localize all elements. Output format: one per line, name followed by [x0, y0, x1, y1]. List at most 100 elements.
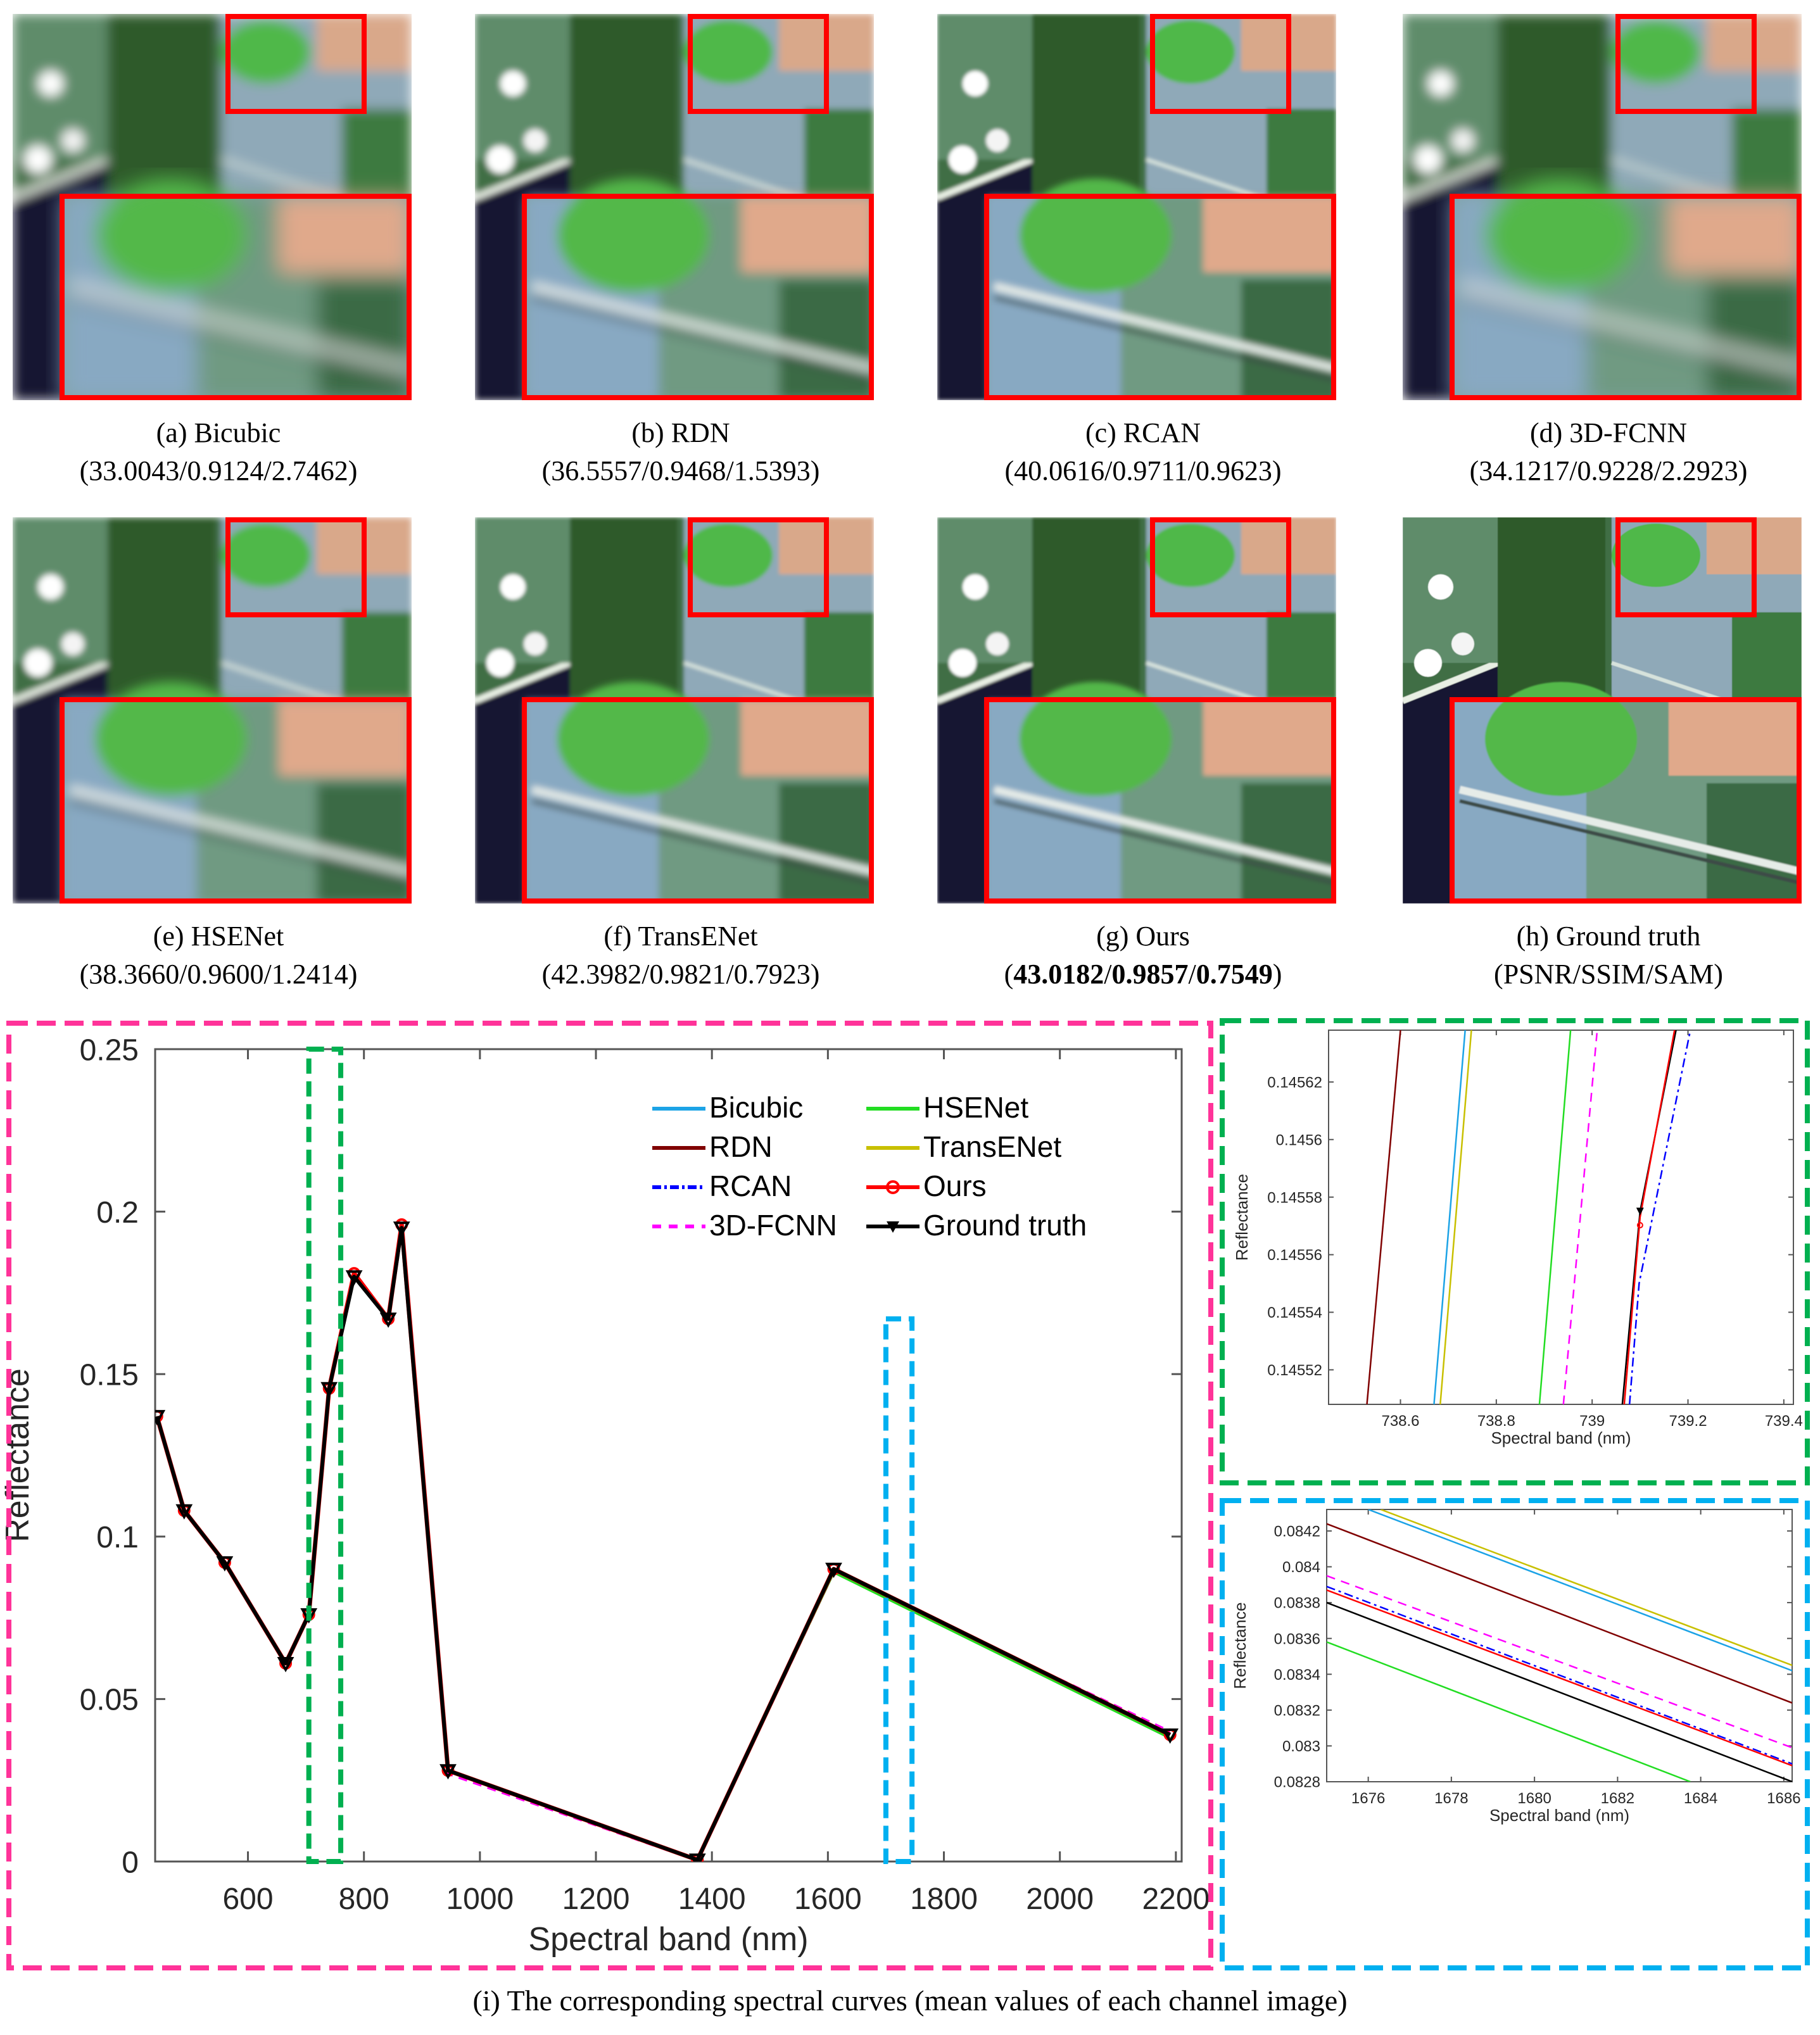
- y-tick-label: 0.083: [1282, 1738, 1320, 1755]
- x-axis-title: Spectral band (nm): [1491, 1428, 1631, 1447]
- inset-1-frame: [1220, 1018, 1810, 1485]
- marker-triangle: [345, 1270, 363, 1286]
- x-tick-label: 739: [1579, 1413, 1605, 1430]
- series-group: [1327, 1509, 1792, 1782]
- marker-triangle: [277, 1656, 294, 1673]
- plot-area: [1328, 1030, 1794, 1405]
- panel-caption-h: (h) Ground truth (PSNR/SSIM/SAM): [1403, 917, 1814, 993]
- satellite-image-a: [13, 14, 412, 400]
- series-transenet: [1439, 1030, 1472, 1404]
- y-tick-label: 0.1456: [1276, 1131, 1322, 1149]
- thumbnail-d: [1403, 14, 1802, 400]
- y-tick-label: 0.0836: [1274, 1630, 1320, 1648]
- frames: [6, 1018, 1810, 1970]
- y-tick-label: 0: [122, 1846, 139, 1879]
- series-rdn: [1327, 1523, 1792, 1704]
- y-tick-label: 0.14562: [1267, 1074, 1322, 1091]
- thumbnail-a: [13, 14, 412, 400]
- panel-caption-f: (f) TransENet (42.3982/0.9821/0.7923): [475, 917, 887, 993]
- y-tick-label: 0.14556: [1267, 1247, 1322, 1264]
- legend-marker-triangle: [887, 1221, 899, 1233]
- x-tick-label: 2000: [1026, 1882, 1094, 1916]
- series-bicubic: [1433, 1030, 1466, 1404]
- x-tick-label: 738.8: [1477, 1413, 1515, 1430]
- satellite-image-g: [937, 517, 1336, 904]
- thumbnail-g: [937, 517, 1336, 904]
- y-tick-label: 0.084: [1282, 1559, 1320, 1576]
- method-label: (e) HSENet: [153, 921, 284, 952]
- satellite-image-e: [13, 517, 412, 904]
- legend-label: HSENet: [923, 1091, 1028, 1124]
- x-tick-label: 600: [222, 1882, 273, 1916]
- y-axis-title: Reflectance: [1232, 1174, 1251, 1261]
- series-rcan: [1628, 1030, 1691, 1404]
- satellite-image-h: [1403, 517, 1802, 904]
- y-tick-label: 0.25: [80, 1033, 139, 1067]
- metrics-label: (43.0182/0.9857/0.7549): [1004, 959, 1282, 990]
- figure-caption: (i) The corresponding spectral curves (m…: [472, 1984, 1348, 2017]
- panel-caption-e: (e) HSENet (38.3660/0.9600/1.2414): [13, 917, 424, 993]
- series-hsenet: [1538, 1030, 1572, 1404]
- x-axis-title: Spectral band (nm): [528, 1921, 808, 1958]
- satellite-image-f: [475, 517, 874, 904]
- inset-chart-2: 1676 1678 1680 1682 1684 1686 0.0828 0.083 0.083…: [1230, 1509, 1801, 1825]
- y-tick-label: 0.0832: [1274, 1702, 1320, 1719]
- y-tick-label: 0.15: [80, 1358, 139, 1392]
- x-tick-label: 738.6: [1381, 1413, 1419, 1430]
- marker-triangle: [1636, 1207, 1644, 1216]
- method-label: (b) RDN: [631, 417, 730, 448]
- metrics-label: (33.0043/0.9124/2.7462): [79, 455, 358, 486]
- series-ours: [1327, 1589, 1792, 1767]
- highlight-box-1: [306, 1047, 344, 1864]
- y-axis-title: Reflectance: [1230, 1602, 1249, 1689]
- metrics-label: (36.5557/0.9468/1.5393): [541, 455, 820, 486]
- y-tick-label: 0.05: [80, 1684, 139, 1717]
- method-label: (h) Ground truth: [1516, 921, 1701, 952]
- plot-area: [154, 1048, 1183, 1863]
- metrics-label: (38.3660/0.9600/1.2414): [79, 959, 358, 990]
- series-ours: [1623, 1030, 1676, 1404]
- thumbnail-b: [475, 14, 874, 400]
- x-tick-label: 1680: [1517, 1790, 1551, 1807]
- series-rcan: [1327, 1585, 1792, 1765]
- legend-label: RCAN: [709, 1169, 792, 1202]
- panel-caption-d: (d) 3D-FCNN (34.1217/0.9228/2.2923): [1403, 414, 1814, 490]
- legend-label: RDN: [709, 1130, 773, 1163]
- series-group: [1366, 1030, 1691, 1404]
- x-tick-label: 739.4: [1765, 1413, 1803, 1430]
- series-3d-fcnn: [1327, 1575, 1792, 1749]
- y-tick-label: 0.0828: [1274, 1774, 1320, 1791]
- legend-label: Ground truth: [923, 1209, 1087, 1242]
- satellite-image-b: [475, 14, 874, 400]
- y-tick-label: 0.14552: [1267, 1362, 1322, 1379]
- metrics-label: (PSNR/SSIM/SAM): [1494, 959, 1723, 990]
- satellite-image-d: [1403, 14, 1802, 400]
- series-transenet: [1380, 1509, 1792, 1666]
- marker-triangle: [379, 1312, 397, 1328]
- marker-triangle: [688, 1853, 706, 1862]
- y-tick-label: 0.0838: [1274, 1595, 1320, 1612]
- marker-circle: [1636, 1222, 1643, 1229]
- thumbnail-f: [475, 517, 874, 904]
- marker-triangle: [175, 1504, 193, 1520]
- series-group: [155, 1218, 1179, 1862]
- metrics-label: (40.0616/0.9711/0.9623): [1004, 455, 1282, 486]
- series-hsenet: [1327, 1641, 1691, 1782]
- legend-label: TransENet: [923, 1130, 1061, 1163]
- thumbnail-e: [13, 517, 412, 904]
- x-tick-label: 800: [339, 1882, 389, 1916]
- method-label: (c) RCAN: [1085, 417, 1201, 448]
- x-tick-label: 1676: [1351, 1790, 1385, 1807]
- marker-triangle: [216, 1556, 234, 1572]
- panel-caption-c: (c) RCAN (40.0616/0.9711/0.9623): [937, 414, 1349, 490]
- metrics-label: (42.3982/0.9821/0.7923): [541, 959, 820, 990]
- x-tick-label: 1600: [794, 1882, 862, 1916]
- x-tick-label: 1678: [1434, 1790, 1468, 1807]
- x-axis-title: Spectral band (nm): [1489, 1806, 1629, 1825]
- panel-caption-a: (a) Bicubic (33.0043/0.9124/2.7462): [13, 414, 424, 490]
- marker-triangle: [393, 1221, 410, 1237]
- satellite-image-c: [937, 14, 1336, 400]
- x-tick-label: 1400: [678, 1882, 746, 1916]
- marker-triangle: [320, 1382, 338, 1397]
